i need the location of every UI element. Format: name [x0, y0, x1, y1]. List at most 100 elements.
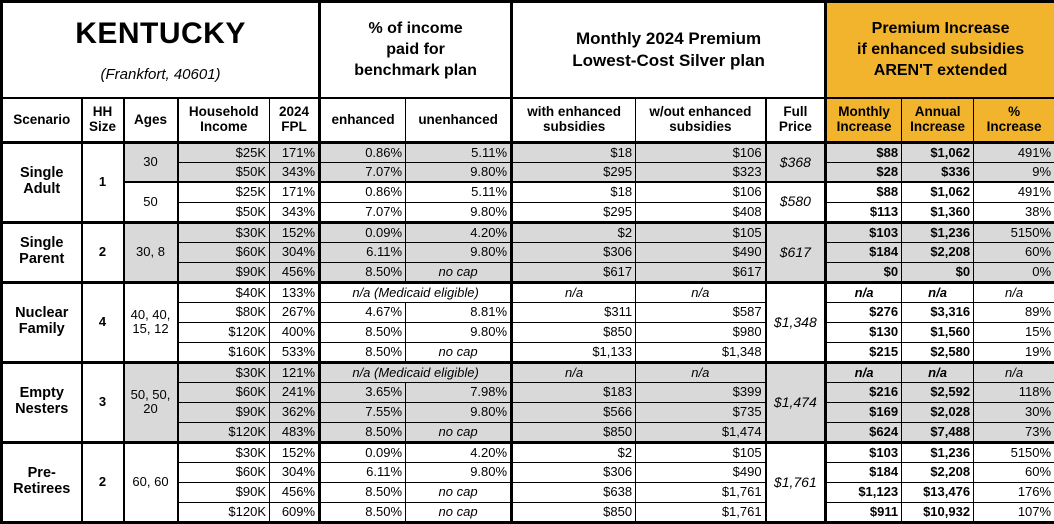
- cell-wout-sub: $106: [636, 142, 766, 162]
- cell-enhanced: 0.86%: [320, 182, 406, 202]
- cell-monthly-increase: $130: [826, 322, 902, 342]
- cell-fpl: 456%: [270, 262, 320, 282]
- cell-hh-size: 1: [82, 142, 124, 222]
- cell-ages: 30, 8: [124, 222, 178, 282]
- table-row: 50 $25K 171% 0.86% 5.11% $18 $106 $580 $…: [2, 182, 1054, 202]
- table-row: Nuclear Family 4 40, 40, 15, 12 $40K 133…: [2, 282, 1054, 302]
- cell-with-sub: $1,133: [512, 342, 636, 362]
- col-monthly-increase: Monthly Increase: [826, 98, 902, 142]
- cell-annual-increase: $1,236: [902, 442, 974, 462]
- cell-full-price: $1,348: [766, 282, 826, 362]
- cell-wout-sub: $1,761: [636, 482, 766, 502]
- cell-full-price: $1,474: [766, 362, 826, 442]
- cell-unenhanced: 5.11%: [406, 142, 512, 162]
- cell-wout-sub: $980: [636, 322, 766, 342]
- cell-income: $90K: [178, 482, 270, 502]
- cell-fpl: 152%: [270, 442, 320, 462]
- cell-scenario: Pre-Retirees: [2, 442, 82, 522]
- cell-monthly-increase: $624: [826, 422, 902, 442]
- cell-annual-increase: $2,028: [902, 402, 974, 422]
- cell-with-sub: $638: [512, 482, 636, 502]
- cell-pct-increase: n/a: [974, 282, 1054, 302]
- cell-monthly-increase: $0: [826, 262, 902, 282]
- cell-income: $30K: [178, 442, 270, 462]
- cell-medicaid-note: n/a (Medicaid eligible): [320, 362, 512, 382]
- cell-income: $30K: [178, 362, 270, 382]
- cell-income: $60K: [178, 462, 270, 482]
- cell-income: $30K: [178, 222, 270, 242]
- cell-wout-sub: $323: [636, 162, 766, 182]
- column-header-row: Scenario HH Size Ages Household Income 2…: [2, 98, 1054, 142]
- cell-unenhanced: 4.20%: [406, 222, 512, 242]
- col-annual-increase: Annual Increase: [902, 98, 974, 142]
- cell-wout-sub: $1,761: [636, 502, 766, 522]
- cell-pct-increase: n/a: [974, 362, 1054, 382]
- cell-pct-increase: 491%: [974, 142, 1054, 162]
- cell-monthly-increase: n/a: [826, 282, 902, 302]
- cell-enhanced: 8.50%: [320, 502, 406, 522]
- cell-pct-increase: 9%: [974, 162, 1054, 182]
- cell-annual-increase: $13,476: [902, 482, 974, 502]
- cell-pct-increase: 176%: [974, 482, 1054, 502]
- cell-wout-sub: $105: [636, 442, 766, 462]
- cell-annual-increase: $1,236: [902, 222, 974, 242]
- cell-fpl: 609%: [270, 502, 320, 522]
- cell-enhanced: 0.86%: [320, 142, 406, 162]
- cell-monthly-increase: $184: [826, 242, 902, 262]
- cell-annual-increase: $1,360: [902, 202, 974, 222]
- cell-income: $50K: [178, 162, 270, 182]
- cell-income: $120K: [178, 502, 270, 522]
- cell-monthly-increase: $169: [826, 402, 902, 422]
- cell-annual-increase: $1,560: [902, 322, 974, 342]
- cell-monthly-increase: $88: [826, 182, 902, 202]
- premium-comparison-page: KENTUCKY (Frankfort, 40601) % of income …: [0, 0, 1054, 512]
- cell-income: $90K: [178, 402, 270, 422]
- cell-wout-sub: $399: [636, 382, 766, 402]
- cell-fpl: 304%: [270, 462, 320, 482]
- cell-annual-increase: $2,580: [902, 342, 974, 362]
- cell-with-sub: $306: [512, 242, 636, 262]
- cell-with-sub: $295: [512, 202, 636, 222]
- cell-enhanced: 7.07%: [320, 202, 406, 222]
- cell-monthly-increase: $215: [826, 342, 902, 362]
- cell-pct-increase: 118%: [974, 382, 1054, 402]
- cell-fpl: 304%: [270, 242, 320, 262]
- cell-pct-increase: 107%: [974, 502, 1054, 522]
- cell-monthly-increase: $276: [826, 302, 902, 322]
- cell-unenhanced: 8.81%: [406, 302, 512, 322]
- table-header-band: KENTUCKY (Frankfort, 40601) % of income …: [2, 2, 1054, 99]
- cell-fpl: 133%: [270, 282, 320, 302]
- cell-scenario: Single Parent: [2, 222, 82, 282]
- cell-annual-increase: n/a: [902, 362, 974, 382]
- cell-hh-size: 4: [82, 282, 124, 362]
- cell-full-price: $580: [766, 182, 826, 222]
- col-hh-size: HH Size: [82, 98, 124, 142]
- cell-pct-increase: 19%: [974, 342, 1054, 362]
- cell-pct-increase: 89%: [974, 302, 1054, 322]
- cell-wout-sub: $735: [636, 402, 766, 422]
- cell-enhanced: 8.50%: [320, 322, 406, 342]
- cell-enhanced: 6.11%: [320, 242, 406, 262]
- cell-wout-sub: $105: [636, 222, 766, 242]
- cell-wout-sub: $408: [636, 202, 766, 222]
- cell-income: $40K: [178, 282, 270, 302]
- cell-ages: 60, 60: [124, 442, 178, 522]
- table-row: Single Adult 1 30 $25K 171% 0.86% 5.11% …: [2, 142, 1054, 162]
- cell-monthly-increase: $113: [826, 202, 902, 222]
- cell-income: $60K: [178, 242, 270, 262]
- cell-wout-sub: $490: [636, 242, 766, 262]
- cell-unenhanced: no cap: [406, 342, 512, 362]
- cell-wout-sub: $1,348: [636, 342, 766, 362]
- cell-unenhanced: 5.11%: [406, 182, 512, 202]
- cell-full-price: $617: [766, 222, 826, 282]
- cell-enhanced: 8.50%: [320, 342, 406, 362]
- col-household-income: Household Income: [178, 98, 270, 142]
- cell-unenhanced: no cap: [406, 422, 512, 442]
- cell-pct-increase: 15%: [974, 322, 1054, 342]
- cell-with-sub: n/a: [512, 362, 636, 382]
- cell-scenario: Empty Nesters: [2, 362, 82, 442]
- cell-wout-sub: $587: [636, 302, 766, 322]
- cell-income: $25K: [178, 182, 270, 202]
- cell-unenhanced: 4.20%: [406, 442, 512, 462]
